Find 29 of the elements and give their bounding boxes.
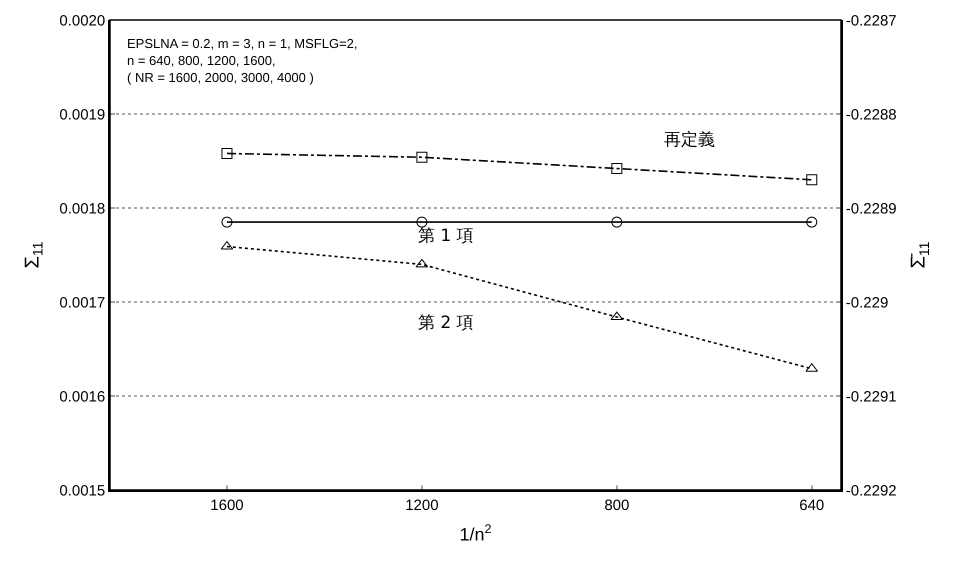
y-tick-label: 0.0015 bbox=[59, 482, 106, 500]
x-tick-label: 800 bbox=[604, 496, 630, 514]
x-tick-label: 1600 bbox=[210, 496, 244, 514]
point bbox=[806, 216, 818, 228]
y2-tick-label: -0.2288 bbox=[846, 106, 897, 124]
point bbox=[806, 174, 818, 186]
annotation: 第 2 項 bbox=[418, 313, 474, 333]
point bbox=[611, 216, 622, 228]
y2-tick-label: -0.2292 bbox=[846, 482, 897, 500]
annotation: 再定義 bbox=[664, 130, 715, 150]
y-tick-label: 0.0018 bbox=[59, 200, 106, 218]
annotation: 第 1 項 bbox=[418, 226, 474, 246]
y-tick-label: 0.0020 bbox=[59, 12, 106, 30]
point bbox=[221, 148, 232, 159]
y2-tick-label: -0.229 bbox=[846, 294, 888, 312]
y-tick-label: 0.0016 bbox=[59, 388, 106, 406]
point bbox=[416, 216, 428, 228]
point bbox=[611, 163, 622, 174]
y-tick-label: 0.0017 bbox=[59, 294, 106, 312]
annotation: EPSLNA = 0.2, m = 3, n = 1, MSFLG=2, n = 640, 800, 1200, 1600, ( NR = 1600, 2000, 3000, 4000 ) bbox=[127, 36, 358, 85]
y2-tick-label: -0.2289 bbox=[846, 200, 897, 218]
y2-tick-label: -0.2287 bbox=[846, 12, 897, 30]
y2-tick-label: -0.2291 bbox=[846, 388, 897, 406]
x-axis-title: 1/n$^{2}$ bbox=[459, 522, 492, 544]
x-tick-label: 1200 bbox=[405, 496, 439, 514]
point bbox=[416, 152, 428, 163]
x-tick-label: 640 bbox=[799, 496, 824, 514]
point bbox=[221, 216, 232, 228]
y-tick-label: 0.0019 bbox=[59, 106, 106, 124]
